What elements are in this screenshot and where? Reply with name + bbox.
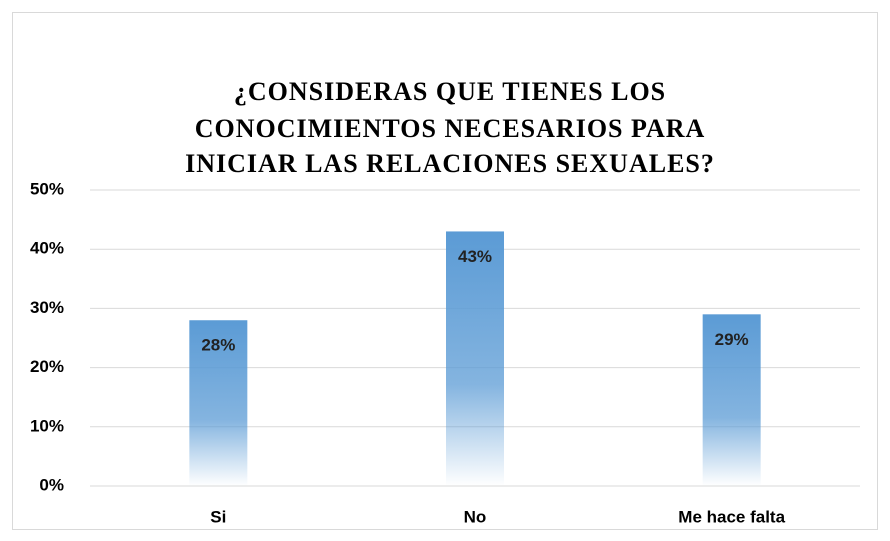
y-tick-label: 0% (39, 475, 64, 494)
y-tick-label: 50% (30, 179, 64, 198)
data-label: 43% (458, 247, 492, 266)
chart-title: INICIAR LAS RELACIONES SEXUALES? (185, 149, 715, 178)
y-tick-label: 10% (30, 416, 64, 435)
data-label: 29% (715, 330, 749, 349)
chart-title: ¿CONSIDERAS QUE TIENES LOS (234, 77, 666, 106)
x-tick-label: Si (210, 507, 226, 526)
y-tick-label: 20% (30, 357, 64, 376)
y-tick-label: 40% (30, 239, 64, 258)
bar (702, 314, 761, 486)
bar (189, 320, 248, 486)
x-tick-label: No (464, 507, 487, 526)
y-tick-label: 30% (30, 298, 64, 317)
chart-title: CONOCIMIENTOS NECESARIOS PARA (195, 114, 706, 143)
bar (446, 231, 504, 486)
data-label: 28% (201, 336, 235, 355)
x-tick-label: Me hace falta (678, 507, 785, 526)
